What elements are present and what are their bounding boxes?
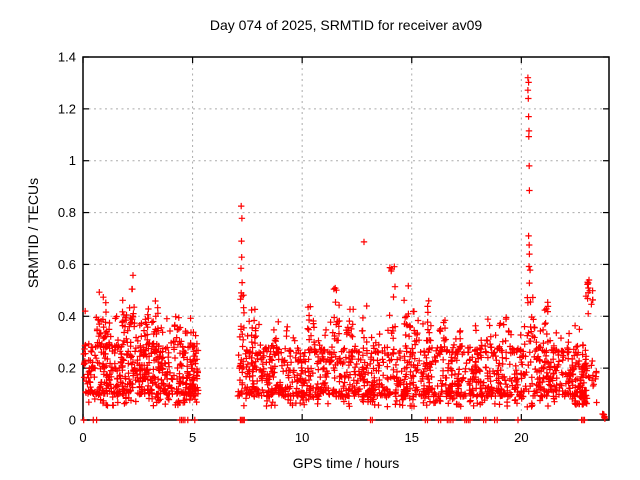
y-tick-label: 0.4 bbox=[58, 309, 76, 324]
x-tick-label: 15 bbox=[405, 430, 419, 445]
y-tick-label: 1.2 bbox=[58, 101, 76, 116]
y-tick-labels: 0 0.2 0.4 0.6 0.8 1 1.2 1.4 bbox=[58, 50, 76, 428]
y-tick-label: 0 bbox=[69, 413, 76, 428]
y-tick-label: 1.4 bbox=[58, 50, 76, 65]
data-points bbox=[80, 74, 609, 424]
plot-border bbox=[82, 56, 610, 421]
x-tick-label: 0 bbox=[79, 430, 86, 445]
y-tick-label: 0.8 bbox=[58, 205, 76, 220]
x-tick-label: 5 bbox=[189, 430, 196, 445]
x-axis-label: GPS time / hours bbox=[292, 455, 400, 471]
x-tick-labels: 0 5 10 15 20 bbox=[79, 430, 528, 445]
axis-ticks bbox=[82, 56, 609, 421]
x-tick-label: 20 bbox=[514, 430, 528, 445]
x-tick-label: 10 bbox=[295, 430, 309, 445]
y-tick-label: 0.2 bbox=[58, 361, 76, 376]
y-tick-label: 0.6 bbox=[58, 257, 76, 272]
chart-title: Day 074 of 2025, SRMTID for receiver av0… bbox=[209, 17, 483, 33]
y-tick-label: 1 bbox=[69, 153, 76, 168]
